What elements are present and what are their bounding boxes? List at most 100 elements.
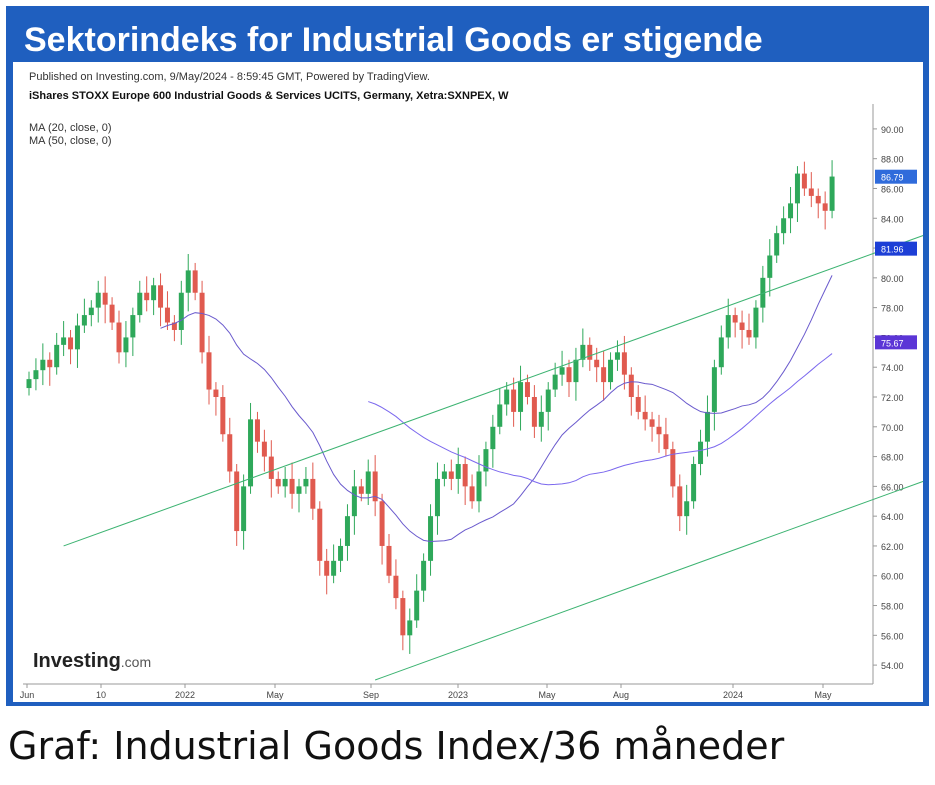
- candle-body: [33, 370, 39, 380]
- candle-body: [206, 352, 212, 390]
- candle-body: [234, 471, 240, 532]
- candle-body: [829, 176, 835, 211]
- x-tick-label: 2024: [723, 690, 743, 700]
- x-tick-label: Aug: [613, 690, 629, 700]
- candle-body: [518, 382, 524, 412]
- y-tick-label: 54.00: [881, 661, 904, 671]
- candle-body: [815, 195, 821, 204]
- candle-body: [635, 397, 641, 412]
- candle-body: [192, 270, 198, 293]
- last-price-label-value: 86.79: [881, 173, 904, 183]
- candle-body: [808, 188, 814, 196]
- candle-body: [310, 478, 316, 509]
- x-tick-label: May: [266, 690, 284, 700]
- candle-body: [407, 620, 413, 636]
- x-tick-label: May: [538, 690, 556, 700]
- candle-body: [642, 411, 648, 420]
- candle-body: [711, 367, 717, 412]
- candle-body: [580, 344, 586, 360]
- candle-body: [123, 337, 129, 353]
- y-tick-label: 70.00: [881, 423, 904, 433]
- logo-suffix: .com: [120, 654, 152, 670]
- candle-body: [566, 367, 572, 383]
- x-tick-label: Sep: [363, 690, 379, 700]
- candle-body: [282, 478, 288, 487]
- trend-line: [374, 480, 923, 681]
- candle-body: [677, 486, 683, 517]
- candle-body: [47, 359, 53, 368]
- candle-body: [289, 478, 295, 494]
- candle-body: [88, 307, 94, 316]
- candle-body: [95, 292, 101, 308]
- candle-body: [573, 359, 579, 383]
- candle-body: [164, 307, 170, 323]
- candle-body: [608, 359, 614, 383]
- candle-body: [137, 292, 143, 316]
- ma50-price-label-value: 75.67: [881, 338, 904, 348]
- candle-body: [268, 456, 274, 479]
- candle-body: [61, 337, 67, 345]
- x-tick-label: May: [814, 690, 832, 700]
- x-tick-label: 2022: [175, 690, 195, 700]
- chart-caption: Graf: Industrial Goods Index/36 måneder: [8, 724, 785, 768]
- candle-body: [552, 374, 558, 390]
- y-tick-label: 64.00: [881, 512, 904, 522]
- candle-body: [476, 471, 482, 502]
- candle-body: [296, 486, 302, 494]
- candle-body: [414, 590, 420, 621]
- candle-body: [774, 233, 780, 256]
- last-price-label-box: [875, 169, 917, 184]
- candle-body: [524, 382, 530, 397]
- candle-body: [386, 545, 392, 576]
- candle-body: [614, 352, 620, 360]
- candle-body: [261, 441, 267, 457]
- y-tick-label: 90.00: [881, 125, 904, 135]
- logo-main: Investing: [33, 650, 121, 672]
- ma20-legend: MA (20, close, 0): [29, 122, 112, 134]
- candle-body: [109, 304, 115, 323]
- y-tick-label: 56.00: [881, 631, 904, 641]
- candle-body: [303, 478, 309, 487]
- candle-body: [379, 501, 385, 546]
- candle-body: [144, 292, 150, 301]
- candle-body: [663, 434, 669, 450]
- candle-body: [504, 389, 510, 405]
- candle-body: [483, 449, 489, 472]
- candle-body: [185, 270, 191, 293]
- candle-body: [684, 501, 690, 517]
- candle-body: [455, 464, 461, 479]
- ma50-line: [368, 353, 833, 486]
- y-tick-label: 60.00: [881, 572, 904, 582]
- candle-body: [794, 173, 800, 204]
- candle-body: [199, 292, 205, 353]
- candle-body: [704, 411, 710, 442]
- candle-body: [421, 560, 427, 591]
- candle-body: [511, 389, 517, 412]
- chart-title: Sektorindeks for Industrial Goods er sti…: [24, 21, 763, 59]
- candle-body: [372, 471, 378, 502]
- candle-body: [213, 389, 219, 397]
- candle-body: [760, 277, 766, 308]
- trend-line: [63, 235, 923, 547]
- published-line: Published on Investing.com, 9/May/2024 -…: [29, 71, 430, 83]
- candle-body: [365, 471, 371, 494]
- investing-logo: Investing.com: [33, 650, 151, 673]
- candle-body: [351, 486, 357, 517]
- candle-body: [753, 307, 759, 338]
- candle-body: [275, 478, 281, 487]
- candle-body: [490, 426, 496, 450]
- candle-body: [746, 329, 752, 338]
- y-tick-label: 74.00: [881, 363, 904, 373]
- candle-body: [151, 285, 157, 301]
- y-tick-label: 80.00: [881, 274, 904, 284]
- candle-body: [81, 315, 87, 326]
- candle-body: [531, 397, 537, 427]
- x-tick-label: 2023: [448, 690, 468, 700]
- candle-body: [40, 359, 46, 371]
- y-tick-label: 68.00: [881, 453, 904, 463]
- y-tick-label: 88.00: [881, 155, 904, 165]
- candle-body: [739, 322, 745, 330]
- ma-legend: MA (20, close, 0) MA (50, close, 0): [29, 122, 112, 148]
- candle-body: [656, 426, 662, 435]
- candle-body: [227, 434, 233, 472]
